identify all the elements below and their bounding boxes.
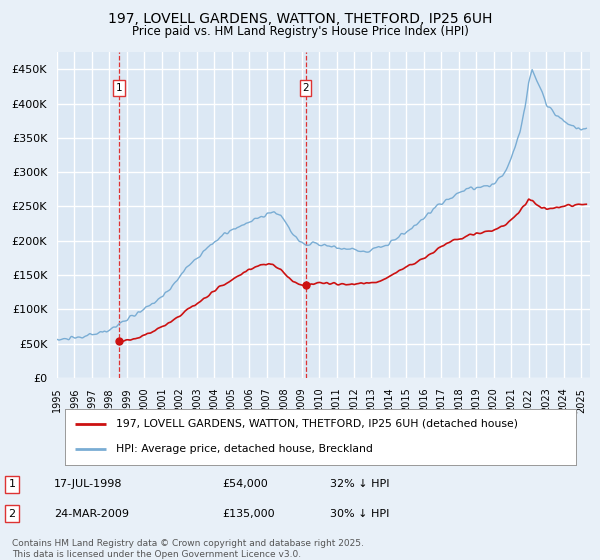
Text: 2: 2: [8, 509, 16, 519]
Text: 1: 1: [116, 83, 122, 93]
Text: Contains HM Land Registry data © Crown copyright and database right 2025.
This d: Contains HM Land Registry data © Crown c…: [12, 539, 364, 559]
Text: 30% ↓ HPI: 30% ↓ HPI: [330, 509, 389, 519]
Text: HPI: Average price, detached house, Breckland: HPI: Average price, detached house, Brec…: [116, 444, 373, 454]
Text: 24-MAR-2009: 24-MAR-2009: [54, 509, 129, 519]
Text: 32% ↓ HPI: 32% ↓ HPI: [330, 479, 389, 489]
Text: 2: 2: [302, 83, 309, 93]
Text: £135,000: £135,000: [222, 509, 275, 519]
Text: £54,000: £54,000: [222, 479, 268, 489]
Text: 197, LOVELL GARDENS, WATTON, THETFORD, IP25 6UH (detached house): 197, LOVELL GARDENS, WATTON, THETFORD, I…: [116, 419, 518, 429]
Text: 17-JUL-1998: 17-JUL-1998: [54, 479, 122, 489]
Text: 1: 1: [8, 479, 16, 489]
Text: 197, LOVELL GARDENS, WATTON, THETFORD, IP25 6UH: 197, LOVELL GARDENS, WATTON, THETFORD, I…: [108, 12, 492, 26]
Text: Price paid vs. HM Land Registry's House Price Index (HPI): Price paid vs. HM Land Registry's House …: [131, 25, 469, 38]
